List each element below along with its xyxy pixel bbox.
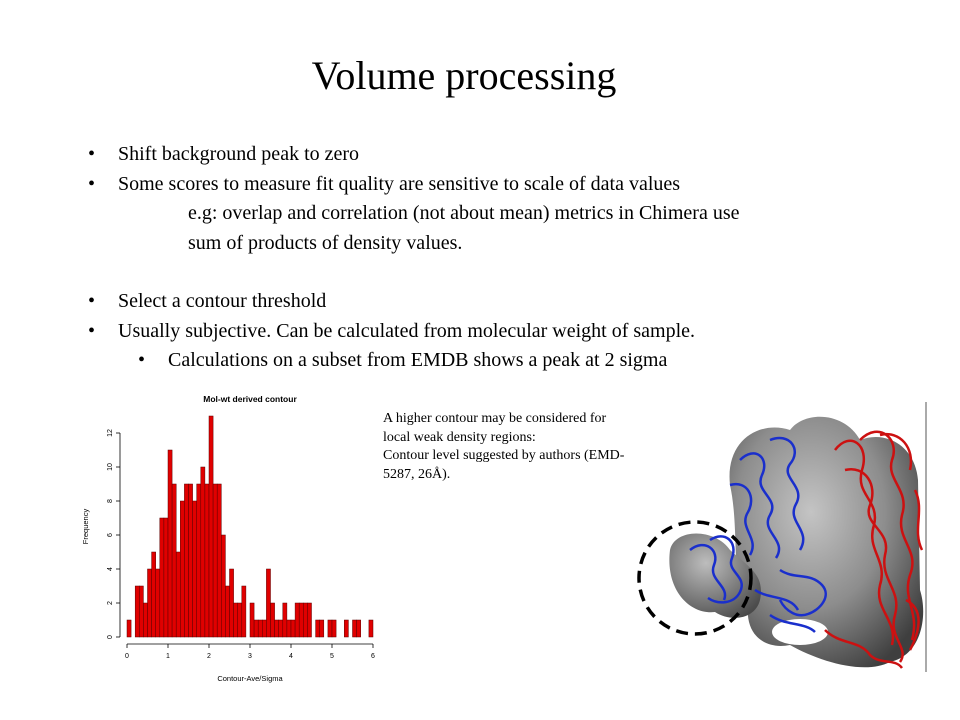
x-tick-label: 0 <box>125 653 129 660</box>
y-tick-label: 8 <box>107 499 114 503</box>
bullet-text: Usually subjective. Can be calculated fr… <box>118 319 696 342</box>
histogram-bar <box>188 483 193 638</box>
histogram-bar <box>278 619 284 638</box>
bullet-dot: • <box>88 319 96 342</box>
histogram-bar <box>331 619 337 638</box>
y-tick-label: 0 <box>107 635 114 639</box>
bullet-item: • Some scores to measure fit quality are… <box>88 170 908 200</box>
histogram-bar <box>253 619 259 638</box>
histogram-bar <box>180 500 185 638</box>
bullet-text: Select a contour threshold <box>118 290 327 312</box>
bullet-dot: • <box>88 143 96 165</box>
bullet-dot: • <box>88 172 96 195</box>
histogram-bar <box>200 466 206 638</box>
histogram-bar <box>163 517 169 638</box>
note-line: A higher contour may be considered for <box>383 411 607 426</box>
sub-text: sum of products of density values. <box>188 231 463 254</box>
bullet-text: Some scores to measure fit quality are s… <box>118 172 681 195</box>
histogram-bar <box>204 483 210 638</box>
blue-ribbon-structure <box>689 436 827 633</box>
histogram-bar <box>315 619 320 638</box>
histogram-bar <box>282 602 288 638</box>
bullet-item: • Select a contour threshold <box>88 287 908 317</box>
histogram-bar <box>237 602 243 638</box>
annotation-note: A higher contour may be considered for l… <box>383 410 718 484</box>
sub-bullet-item: • Calculations on a subset from EMDB sho… <box>88 346 908 376</box>
slide-title: Volume processing <box>311 53 617 98</box>
dashed-circle-highlight <box>637 520 753 636</box>
histogram-bar <box>208 415 214 638</box>
y-tick-label: 10 <box>107 463 114 471</box>
histogram-bar <box>126 619 132 638</box>
histogram-bar <box>270 602 275 638</box>
histogram-bar <box>249 602 255 638</box>
histogram-bar <box>307 602 312 638</box>
y-axis-label: Frequency <box>81 509 90 545</box>
note-line: local weak density regions: <box>383 429 536 445</box>
histogram-bar <box>262 619 267 638</box>
histogram-bar <box>233 602 238 638</box>
histogram-bar <box>134 585 140 638</box>
x-tick-label: 1 <box>166 653 170 660</box>
histogram-bar <box>159 517 165 638</box>
bullet-text: Calculations on a subset from EMDB shows… <box>168 349 668 371</box>
bullet-dot: • <box>138 349 146 371</box>
histogram-bar <box>356 619 361 638</box>
x-tick-label: 4 <box>289 653 293 660</box>
histogram-bar <box>221 534 226 638</box>
histogram-bar <box>286 619 292 638</box>
note-line: Contour level suggested by authors (EMD- <box>383 448 625 463</box>
histogram-bar <box>298 602 304 638</box>
histogram-bar <box>274 619 279 638</box>
histogram-bar <box>155 568 161 638</box>
histogram-bar <box>175 551 181 638</box>
histogram-bar <box>294 602 300 638</box>
histogram-bar <box>303 602 308 638</box>
y-tick-label: 4 <box>107 567 114 571</box>
histogram-bar <box>184 483 189 638</box>
histogram-bar <box>196 483 202 638</box>
y-tick-label: 6 <box>107 533 114 537</box>
histogram-bar <box>229 568 234 638</box>
histogram-bar <box>167 449 173 638</box>
x-tick-label: 2 <box>207 653 211 660</box>
histogram-bar <box>192 500 197 638</box>
histogram-bar <box>257 619 263 638</box>
histogram-bar <box>290 619 296 638</box>
x-tick-label: 3 <box>248 653 252 660</box>
bullet-list: • Shift background peak to zero • Some s… <box>88 140 908 376</box>
histogram-bar <box>327 619 333 638</box>
histogram-bar <box>171 483 177 638</box>
histogram-bar <box>143 602 148 638</box>
histogram-bar <box>225 585 230 638</box>
histogram-bar <box>212 483 218 638</box>
histogram-bar <box>216 483 222 638</box>
histogram-bar <box>319 619 325 638</box>
y-tick-label: 2 <box>107 601 114 605</box>
y-tick-label: 12 <box>107 429 114 437</box>
histogram-bar <box>151 551 156 638</box>
bullet-dot: • <box>88 290 96 312</box>
histogram-bar <box>266 568 271 638</box>
sub-text: e.g: overlap and correlation (not about … <box>188 202 740 224</box>
histogram-bar <box>241 585 247 638</box>
x-tick-label: 6 <box>371 653 375 660</box>
histogram-bar <box>139 585 144 638</box>
red-ribbon-structure <box>824 430 924 669</box>
x-tick-label: 5 <box>330 653 334 660</box>
bullet-item: • Usually subjective. Can be calculated … <box>88 317 908 347</box>
bullet-item: • Shift background peak to zero <box>88 140 908 170</box>
histogram-bar <box>368 619 374 638</box>
note-line: 5287, 26Å). <box>383 466 451 482</box>
histogram-bar <box>344 619 349 638</box>
histogram-bar <box>147 568 152 638</box>
density-map-image <box>637 402 927 672</box>
bullet-text: Shift background peak to zero <box>118 143 360 165</box>
histogram-bar <box>352 619 357 638</box>
x-axis-label: Contour-Ave/Sigma <box>217 674 283 683</box>
chart-title: Mol-wt derived contour <box>203 394 297 404</box>
